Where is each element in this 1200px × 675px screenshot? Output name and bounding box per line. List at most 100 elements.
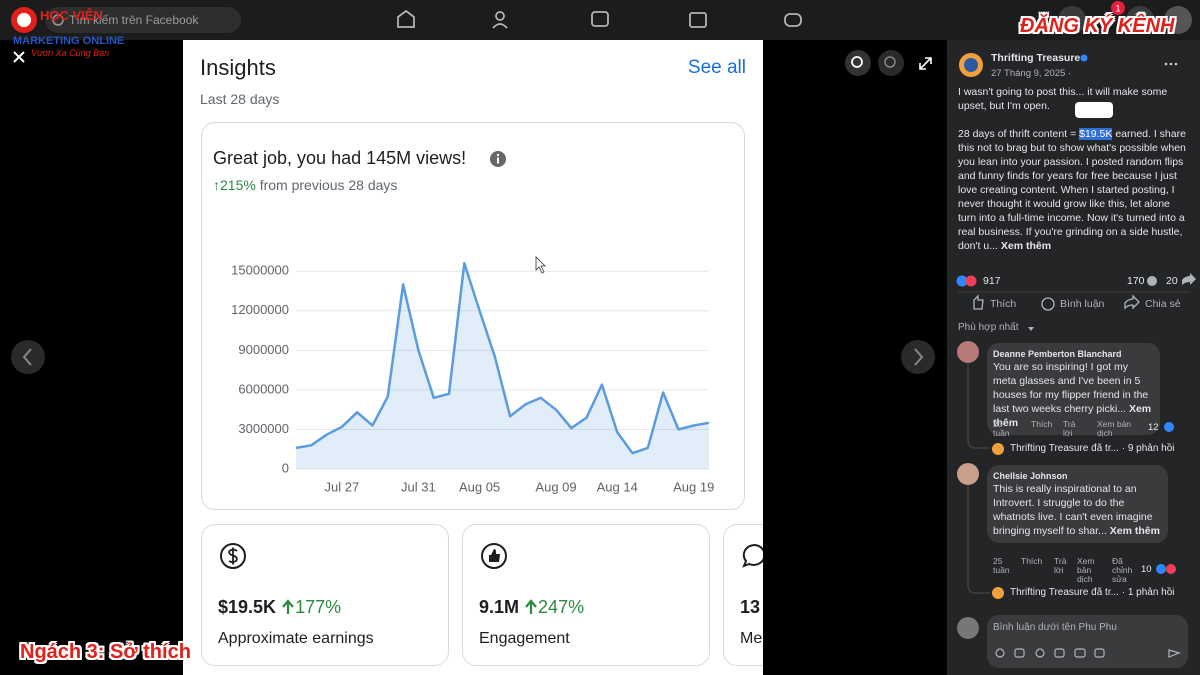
comment-author[interactable]: Deanne Pemberton Blanchard (993, 349, 1122, 359)
comment-text: You are so inspiring! I got my meta glas… (993, 361, 1149, 415)
reply-avatar (992, 443, 1004, 455)
see-more[interactable]: Xem thêm (1109, 525, 1160, 537)
post-body: 28 days of thrift content = $19.5K earne… (958, 127, 1190, 253)
card-label: Me (740, 630, 763, 647)
friends-icon-body (492, 23, 508, 29)
see-more[interactable]: Xem thêm (1000, 240, 1052, 252)
x-tick-label: Jul 31 (401, 479, 436, 494)
love-icon (965, 275, 977, 287)
video-icon[interactable] (591, 11, 609, 27)
card-value: 13 (740, 597, 761, 617)
comment-like[interactable]: Thích (1031, 419, 1053, 429)
share-count[interactable]: 20 (1166, 275, 1178, 287)
comment-like[interactable]: Thích (1021, 556, 1043, 566)
profile-button[interactable] (1164, 6, 1192, 34)
like-button[interactable]: Thích (990, 298, 1017, 310)
text: earned. I share this not to brag but to … (958, 128, 1186, 252)
caption-overlay: Ngách 3: Sở thích (20, 641, 191, 663)
share-count-icon (1182, 273, 1196, 285)
line-chart: 0 3000000 6000000 9000000 12000000 15000000 Ju… (231, 256, 714, 494)
metric-card[interactable]: $19.5K 177% Approximate earnings (201, 524, 449, 666)
comment-replies[interactable]: Thrifting Treasure đã tr... · 1 phản hồi (1010, 587, 1175, 598)
next-button[interactable] (901, 340, 935, 374)
see-more[interactable]: Xem thêm (993, 403, 1152, 429)
chart-change-note: from previous 28 days (259, 177, 398, 193)
post-author[interactable]: Thrifting Treasure (991, 52, 1081, 64)
comment-translate[interactable]: Xem bản dịch (1097, 419, 1132, 438)
prev-button[interactable] (11, 340, 45, 374)
info-icon[interactable] (488, 149, 508, 169)
comment-input[interactable] (987, 615, 1188, 668)
x-tick-label: Aug 05 (459, 479, 500, 494)
like-action-icon (973, 294, 984, 310)
cursor (535, 256, 546, 274)
comment-time: 25 tuần (993, 419, 1010, 438)
comment-bubble: Chellsie Johnson This is really inspirat… (987, 465, 1168, 543)
comment-placeholder[interactable]: Bình luận dưới tên Phu Phu (993, 622, 1117, 633)
sort-filter[interactable]: Phù hợp nhất (958, 322, 1019, 333)
metric-card[interactable]: 13 Me (723, 524, 763, 666)
engagement-icon (481, 543, 507, 569)
input-icons (995, 648, 1181, 658)
prev-arrow (22, 348, 32, 366)
comment-translate[interactable]: Xem bản dịch (1077, 556, 1095, 584)
share-button[interactable]: Chia sẻ (1145, 298, 1181, 310)
change: 177% (295, 597, 342, 617)
next-arrow (914, 348, 924, 366)
menu-button[interactable] (1058, 6, 1086, 34)
notify-button[interactable] (1126, 6, 1154, 34)
see-all-link[interactable]: See all (687, 57, 746, 78)
comment-reactions[interactable]: 12 (1148, 422, 1159, 433)
search-box[interactable]: Tìm kiếm trên Facebook (45, 7, 241, 33)
logo-mark-inner (17, 13, 31, 27)
comment-reply[interactable]: Trả lời (1063, 419, 1076, 438)
messages-icon (742, 543, 763, 568)
side-shapes (956, 53, 1196, 668)
zoom-in-icon (851, 56, 863, 68)
up-arrow (525, 599, 537, 614)
zoom-out[interactable] (878, 50, 904, 76)
y-tick-label: 0 (282, 460, 289, 475)
y-tick-label: 12000000 (231, 302, 289, 317)
x-tick-label: Aug 19 (673, 479, 714, 494)
y-tick-label: 6000000 (238, 381, 289, 396)
comment-reply[interactable]: Trả lời (1054, 556, 1067, 575)
home-icon[interactable] (397, 9, 415, 28)
post-date: 27 Tháng 9, 2025 · (991, 68, 1072, 79)
friends-icon[interactable] (495, 11, 505, 21)
top-icons: 1 (11, 1, 1192, 34)
chart-title: Great job, you had 145M views! (213, 148, 467, 168)
card-label: Engagement (479, 630, 570, 647)
chart-card: Great job, you had 145M views! ↑215% fro… (201, 122, 745, 510)
commenter-avatar[interactable] (957, 341, 979, 363)
change: 247% (538, 597, 585, 617)
commenter-avatar[interactable] (957, 463, 979, 485)
zoom-in[interactable] (845, 50, 871, 76)
badge (1111, 1, 1125, 15)
x-tick-label: Jul 27 (325, 479, 360, 494)
comment-count[interactable]: 170 (1127, 275, 1145, 287)
chart-change: ↑215% (213, 177, 256, 193)
gaming-icon[interactable] (784, 13, 802, 27)
fullscreen-button[interactable] (919, 57, 932, 70)
brand: HỌC VIỆN (40, 8, 103, 23)
close-button[interactable] (13, 51, 25, 63)
verified-badge (1080, 54, 1088, 62)
comment-reactions[interactable]: 10 (1141, 564, 1152, 575)
brand-line: MARKETING ONLINE (13, 35, 125, 47)
up-arrow (282, 599, 294, 614)
badge-count: 1 (1115, 3, 1120, 13)
comment-button[interactable]: Bình luận (1060, 298, 1105, 310)
text-toolbar[interactable] (1075, 102, 1113, 118)
market-icon[interactable] (689, 12, 707, 28)
value: 9.1M (479, 597, 520, 617)
highlight: $19.5K (1079, 128, 1113, 140)
earnings-icon (220, 543, 246, 569)
reaction-count[interactable]: 917 (983, 275, 1001, 287)
viewer-controls (11, 50, 935, 374)
metric-card[interactable]: 9.1M 247% Engagement (462, 524, 710, 666)
comment-replies[interactable]: Thrifting Treasure đã tr... · 9 phản hồi (1010, 443, 1175, 454)
comment-author[interactable]: Chellsie Johnson (993, 471, 1068, 481)
insights-title: Insights (200, 55, 276, 80)
